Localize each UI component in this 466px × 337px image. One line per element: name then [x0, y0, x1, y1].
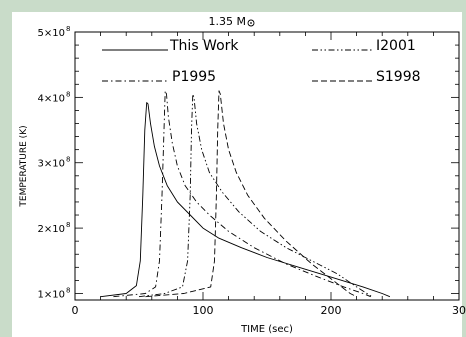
- sun-symbol-icon: [247, 19, 255, 27]
- x-axis-label: TIME (sec): [240, 324, 293, 335]
- series-lines: [100, 90, 391, 298]
- x-tick-label: 0: [72, 304, 79, 317]
- y-tick-exponent: 8: [66, 221, 70, 229]
- tick-labels: 0 100 200 301×10 82×10 83×10 84×10 85×10 8: [38, 25, 466, 317]
- plot-frame: [74, 31, 460, 301]
- legend-label: This Work: [169, 38, 239, 54]
- y-tick-exponent: 8: [66, 156, 70, 164]
- y-tick-exponent: 8: [66, 90, 70, 98]
- y-tick-exponent: 8: [66, 286, 70, 294]
- y-tick-label: 4×10: [38, 93, 65, 104]
- chart-title: 1.35 M: [209, 15, 255, 28]
- axis-ticks: [74, 31, 460, 300]
- legend-label: P1995: [172, 69, 216, 85]
- legend: This Work I2001 P1995 S1998: [102, 38, 421, 85]
- series-line-s1998: [145, 90, 357, 298]
- y-tick-label: 2×10: [38, 224, 65, 235]
- y-tick-exponent: 8: [66, 25, 70, 33]
- y-axis-label: TEMPERATURE (K): [19, 125, 29, 207]
- x-tick-label: 30: [452, 304, 466, 317]
- series-line-this-work: [100, 102, 391, 298]
- y-tick-label: 1×10: [38, 289, 65, 300]
- y-tick-label: 3×10: [38, 159, 65, 170]
- legend-label: S1998: [376, 69, 421, 85]
- y-tick-label: 5×10: [38, 28, 65, 39]
- canvas-frame: [12, 12, 462, 337]
- x-tick-label: 200: [321, 304, 342, 317]
- x-tick-label: 100: [193, 304, 214, 317]
- series-line-p1995: [113, 90, 371, 298]
- chart-title-text: 1.35 M: [209, 15, 246, 28]
- legend-label: I2001: [376, 38, 416, 54]
- series-line-i2001: [138, 93, 373, 298]
